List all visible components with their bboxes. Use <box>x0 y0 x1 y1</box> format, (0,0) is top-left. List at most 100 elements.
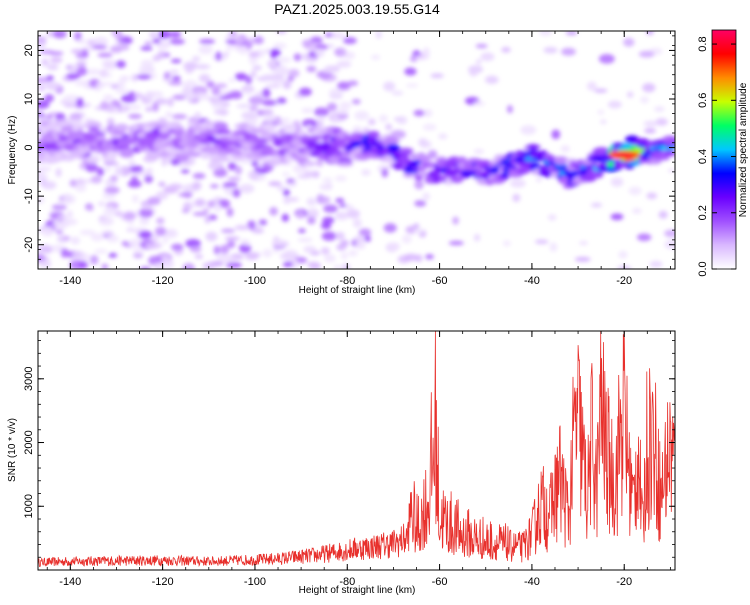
spectral-blob <box>183 61 198 71</box>
spectral-blob <box>147 196 161 206</box>
spectral-blob <box>194 93 211 101</box>
spectral-blob <box>339 101 352 110</box>
spectral-blob <box>250 70 257 78</box>
spectral-blob <box>69 113 82 122</box>
spectral-blob <box>205 231 218 242</box>
spectral-ridge-blob <box>71 133 81 139</box>
y-tick-label: -10 <box>23 188 35 204</box>
spectral-blob <box>136 74 152 80</box>
spectral-ridge-blob <box>205 135 216 140</box>
spectral-blob <box>220 228 236 233</box>
spectral-blob <box>262 248 273 258</box>
spectral-blob <box>292 120 301 126</box>
spectral-blob <box>534 239 549 245</box>
spectral-ridge-blob <box>186 132 195 141</box>
y-tick-label: -20 <box>23 237 35 253</box>
spectral-blob <box>85 163 99 173</box>
spectral-blob <box>157 50 166 60</box>
spectral-blob <box>244 252 259 261</box>
spectral-blob <box>539 31 552 36</box>
spectral-blob <box>607 100 622 109</box>
spectral-blob <box>236 103 252 109</box>
spectral-ridge-blob <box>69 119 83 126</box>
spectral-blob <box>306 65 317 73</box>
spectral-blob <box>152 38 161 44</box>
spectral-blob <box>72 250 85 260</box>
spectral-blob <box>202 208 210 213</box>
spectral-blob <box>598 53 615 64</box>
spectral-blob <box>213 245 220 255</box>
colorbar-tick-label: 0.2 <box>697 205 709 220</box>
spectral-blob <box>330 32 346 39</box>
spectral-blob <box>301 39 313 48</box>
spectral-blob <box>341 263 351 269</box>
spectral-blob <box>335 175 347 182</box>
spectral-blob <box>509 179 526 188</box>
spectral-blob <box>181 208 190 214</box>
spectral-blob <box>110 175 118 182</box>
spectral-blob <box>594 88 608 93</box>
spectral-blob <box>344 204 354 211</box>
spectral-ridge-blob <box>175 126 185 132</box>
spectral-blob <box>333 264 341 269</box>
spectral-blob <box>46 75 54 82</box>
spectral-blob <box>238 47 248 55</box>
spectral-blob <box>101 263 109 269</box>
spectral-blob <box>295 211 305 219</box>
spectral-blob <box>172 94 187 100</box>
spectral-blob <box>152 102 159 112</box>
y-tick-label: 0 <box>23 145 35 151</box>
spectral-blob <box>323 204 338 213</box>
spectral-blob <box>140 59 154 68</box>
spectral-blob <box>44 81 61 91</box>
spectral-blob <box>352 218 362 228</box>
spectral-blob <box>425 254 434 260</box>
spectral-ridge-blob <box>490 166 500 174</box>
spectral-ridge-blob <box>431 176 442 184</box>
spectral-ridge-blob <box>282 123 297 131</box>
colorbar-gradient <box>711 29 737 270</box>
spectral-blob <box>76 39 87 44</box>
spectral-blob <box>104 166 111 173</box>
spectral-blob <box>182 263 195 269</box>
spectral-ridge-blob <box>400 150 413 155</box>
spectral-blob <box>156 217 165 225</box>
spectral-ridge-blob <box>220 129 231 135</box>
spectral-blob <box>313 107 330 117</box>
spectral-blob <box>60 248 69 258</box>
spectral-blob <box>76 97 84 108</box>
spectral-blob <box>103 94 114 101</box>
spectral-blob <box>590 202 603 208</box>
spectral-blob <box>191 55 201 63</box>
spectral-blob <box>423 109 433 118</box>
x-tick-label: -140 <box>59 275 81 287</box>
spectral-blob <box>324 254 336 263</box>
spectral-blob <box>301 107 314 114</box>
spectral-blob <box>361 169 371 176</box>
spectral-blob <box>216 253 231 263</box>
spectral-blob <box>228 77 236 83</box>
spectral-blob <box>234 37 245 44</box>
spectral-blob <box>243 89 253 95</box>
spectral-blob <box>162 234 169 244</box>
spectral-blob <box>262 88 271 98</box>
spectral-blob <box>340 252 348 260</box>
spectral-blob <box>265 84 281 89</box>
spectral-peak-core <box>616 152 633 157</box>
spectral-ridge-blob <box>315 158 324 167</box>
spectral-blob <box>354 110 370 121</box>
spectral-blob <box>448 240 464 246</box>
spectral-blob <box>644 127 656 134</box>
spectral-blob <box>112 161 120 167</box>
spectral-ridge-blob <box>280 143 293 150</box>
spectral-blob <box>160 159 168 167</box>
spectral-ridge-blob <box>660 154 670 161</box>
spectral-blob <box>87 205 94 212</box>
spectral-blob <box>282 188 290 197</box>
spectral-blob <box>343 37 357 45</box>
spectral-blob <box>600 119 607 125</box>
spectral-blob <box>49 51 64 56</box>
spectral-blob <box>164 71 171 80</box>
spectral-blob <box>475 59 482 65</box>
spectral-blob <box>126 227 135 233</box>
